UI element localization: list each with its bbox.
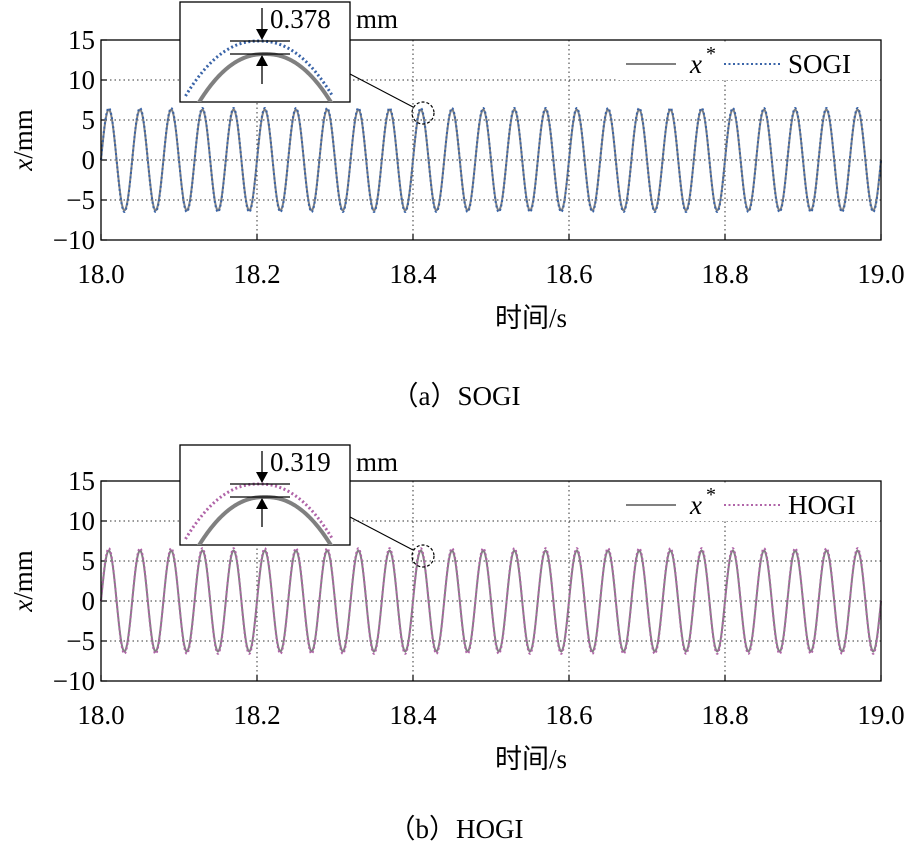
x-tick-label: 18.6 — [545, 259, 592, 289]
y-axis-label-symbol: x — [8, 600, 38, 613]
x-tick-label: 18.6 — [545, 700, 592, 730]
zoom-connector-line — [349, 73, 414, 108]
x-tick-label: 19.0 — [857, 259, 904, 289]
y-tick-label: 5 — [82, 105, 96, 135]
y-tick-label: 15 — [68, 466, 95, 496]
y-axis-label-symbol: x — [8, 159, 38, 172]
y-tick-label: −10 — [53, 666, 95, 696]
x-tick-label: 18.4 — [389, 259, 437, 289]
x-tick-label: 18.8 — [701, 700, 748, 730]
inset-label-bg — [270, 447, 348, 475]
y-tick-label: 0 — [82, 586, 96, 616]
x-tick-label: 18.2 — [233, 259, 280, 289]
plot-frame — [100, 39, 882, 241]
legend: x * HOGI — [618, 483, 880, 521]
zoom-connector-line — [349, 516, 414, 551]
legend-background — [618, 483, 880, 521]
legend-label-reference-superscript: * — [706, 43, 716, 65]
x-tick-label: 18.0 — [77, 259, 124, 289]
x-tick-label: 18.4 — [389, 700, 437, 730]
inset-label-bg — [270, 4, 348, 32]
y-axis-label-unit: /mm — [8, 550, 38, 600]
inset-arrow-down-head — [256, 472, 268, 483]
inset-arrow-down-head — [256, 29, 268, 40]
panel-caption: （b）HOGI — [389, 814, 524, 844]
y-tick-label: 0 — [82, 145, 96, 175]
x-tick-label: 18.2 — [233, 700, 280, 730]
legend-label-estimate: SOGI — [788, 49, 851, 79]
y-tick-label: 10 — [68, 65, 95, 95]
inset-arrow-up-head — [256, 55, 268, 66]
y-tick-label: −10 — [53, 225, 95, 255]
inset-gap-value: 0.319 — [270, 447, 331, 477]
panel-caption: （a）SOGI — [392, 381, 521, 411]
legend: x * SOGI — [618, 42, 880, 80]
legend-label-reference: x — [689, 490, 702, 520]
inset-gap-value: 0.378 — [270, 4, 331, 34]
y-axis-label: x/mm — [8, 550, 38, 613]
y-tick-label: −5 — [66, 185, 95, 215]
x-axis-label: 时间/s — [495, 303, 567, 333]
inset-gap-unit: mm — [356, 447, 398, 477]
y-tick-label: 15 — [68, 25, 95, 55]
zoom-inset: 0.319 — [179, 444, 351, 546]
inset-arrow-up-head — [256, 498, 268, 509]
zoom-target-circle — [411, 544, 435, 568]
x-tick-label: 18.8 — [701, 259, 748, 289]
y-tick-label: −5 — [66, 626, 95, 656]
legend-label-reference: x — [689, 49, 702, 79]
x-tick-label: 18.0 — [77, 700, 124, 730]
x-tick-label: 19.0 — [857, 700, 904, 730]
inset-gap-unit: mm — [356, 4, 398, 34]
y-tick-label: 10 — [68, 506, 95, 536]
y-axis-label-unit: /mm — [8, 109, 38, 159]
y-axis-label: x/mm — [8, 109, 38, 172]
zoom-inset: 0.378 — [179, 1, 351, 103]
plot-frame — [100, 480, 882, 682]
legend-label-reference-superscript: * — [706, 484, 716, 506]
x-axis-label: 时间/s — [495, 744, 567, 774]
y-tick-label: 5 — [82, 546, 96, 576]
zoom-target-circle — [411, 101, 435, 125]
series-line-sogi — [100, 106, 882, 214]
legend-label-estimate: HOGI — [788, 490, 856, 520]
legend-background — [618, 42, 880, 80]
